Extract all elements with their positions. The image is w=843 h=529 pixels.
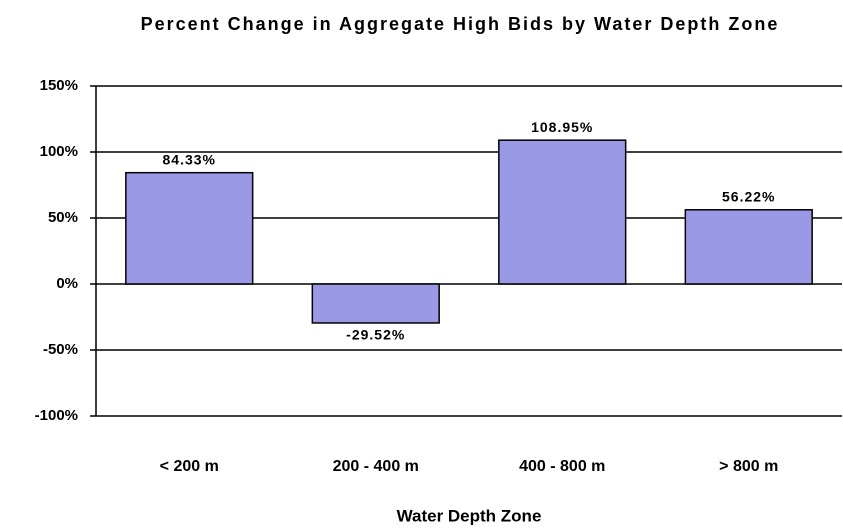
x-tick-label: < 200 m — [160, 458, 219, 475]
bar — [498, 139, 627, 285]
bar — [125, 171, 254, 285]
data-label: 84.33% — [163, 151, 216, 167]
y-tick-label: 50% — [48, 209, 78, 226]
x-tick-label: 400 - 800 m — [519, 458, 605, 475]
data-label: -29.52% — [346, 327, 405, 343]
x-axis-title: Water Depth Zone — [397, 506, 542, 525]
data-label: 56.22% — [722, 188, 775, 204]
x-tick-label: 200 - 400 m — [333, 458, 419, 475]
y-tick-label: 150% — [40, 77, 78, 94]
bar — [311, 283, 440, 324]
x-tick-label: > 800 m — [719, 458, 778, 475]
y-tick-label: 0% — [56, 275, 78, 292]
y-tick-label: -50% — [43, 341, 78, 358]
y-tick-label: -100% — [35, 407, 78, 424]
data-label: 108.95% — [531, 119, 593, 135]
chart-title: Percent Change in Aggregate High Bids by… — [140, 14, 780, 34]
bar — [684, 209, 813, 285]
y-tick-label: 100% — [40, 143, 78, 160]
